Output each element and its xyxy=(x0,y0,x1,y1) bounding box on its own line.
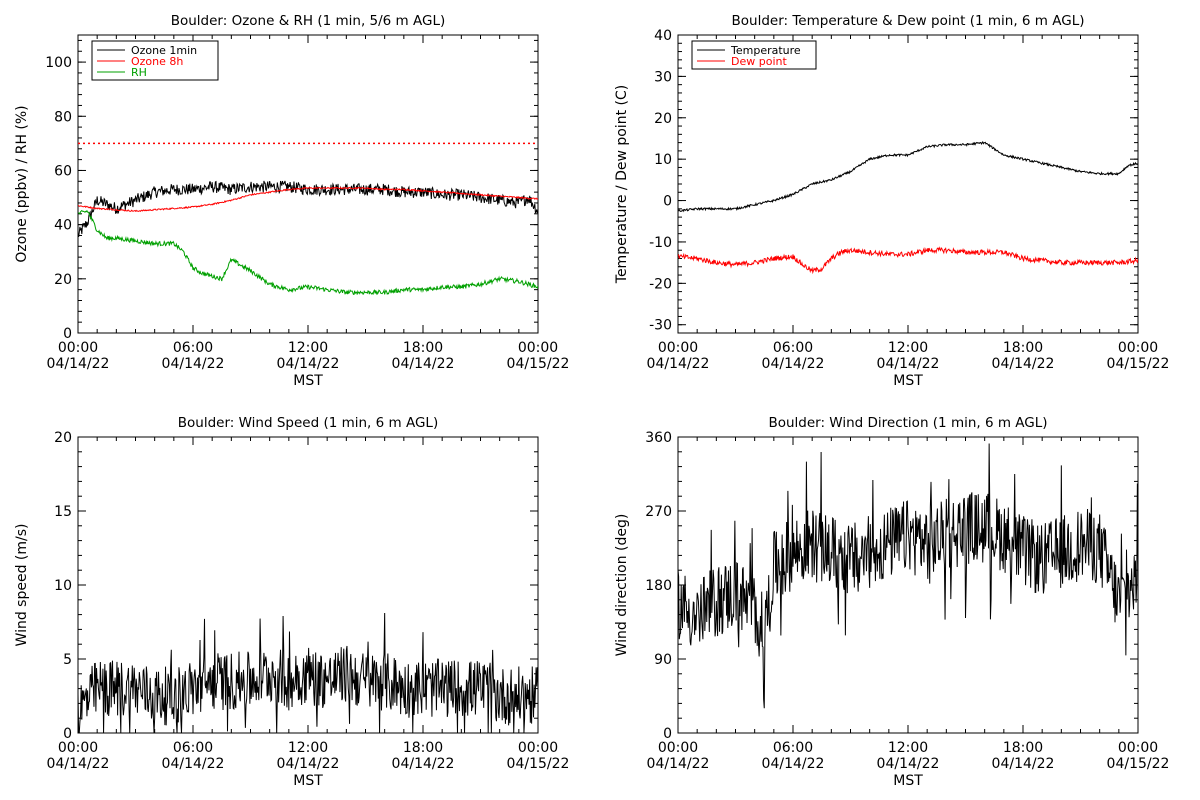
x-tick-date-label: 04/14/22 xyxy=(162,756,225,772)
series-line-ozone-8h xyxy=(78,186,538,213)
chart-panel-4: Boulder: Wind Direction (1 min, 6 m AGL)… xyxy=(614,415,1169,789)
y-tick-label: 0 xyxy=(63,326,72,342)
y-tick-label: -30 xyxy=(649,318,672,334)
legend-box xyxy=(691,40,817,70)
y-axis-label: Wind direction (deg) xyxy=(614,514,630,657)
y-tick-label: -20 xyxy=(649,276,672,292)
x-tick-time-label: 06:00 xyxy=(773,340,813,356)
y-tick-label: 5 xyxy=(63,652,72,668)
x-axis-label: MST xyxy=(293,373,323,389)
legend-label: Temperature xyxy=(730,44,801,57)
y-tick-label: 0 xyxy=(63,726,72,742)
x-tick-date-label: 04/14/22 xyxy=(877,756,940,772)
y-axis-label: Temperature / Dew point (C) xyxy=(614,85,630,284)
series-line-dew-point xyxy=(678,246,1138,275)
x-tick-date-label: 04/15/22 xyxy=(507,356,570,372)
series-line-rh xyxy=(78,209,538,296)
chart-panel-3: Boulder: Wind Speed (1 min, 6 m AGL) 0 5 10… xyxy=(14,415,569,789)
y-tick-label: 100 xyxy=(45,55,72,71)
x-tick-time-label: 06:00 xyxy=(773,740,813,756)
x-tick-date-label: 04/14/22 xyxy=(647,756,710,772)
x-tick-time-label: 06:00 xyxy=(173,740,213,756)
x-tick-date-label: 04/14/22 xyxy=(47,756,110,772)
x-tick-time-label: 18:00 xyxy=(403,340,443,356)
series-line-ozone-1min xyxy=(78,180,538,237)
x-tick-time-label: 12:00 xyxy=(888,340,928,356)
x-tick-time-label: 18:00 xyxy=(1003,340,1043,356)
x-tick-date-label: 04/14/22 xyxy=(392,356,455,372)
y-tick-label: 360 xyxy=(645,430,672,446)
x-tick-time-label: 00:00 xyxy=(58,740,98,756)
y-tick-label: 30 xyxy=(654,69,672,85)
x-tick-time-label: 00:00 xyxy=(1118,340,1158,356)
x-tick-date-label: 04/14/22 xyxy=(762,356,825,372)
x-tick-date-label: 04/14/22 xyxy=(992,356,1055,372)
y-tick-label: 20 xyxy=(654,111,672,127)
x-tick-time-label: 12:00 xyxy=(288,340,328,356)
y-tick-label: 10 xyxy=(54,578,72,594)
x-tick-time-label: 12:00 xyxy=(288,740,328,756)
x-tick-date-label: 04/15/22 xyxy=(1107,356,1170,372)
x-tick-time-label: 00:00 xyxy=(1118,740,1158,756)
x-tick-date-label: 04/14/22 xyxy=(647,356,710,372)
x-tick-date-label: 04/14/22 xyxy=(992,756,1055,772)
x-tick-date-label: 04/15/22 xyxy=(507,756,570,772)
y-tick-label: 40 xyxy=(54,218,72,234)
x-tick-time-label: 06:00 xyxy=(173,340,213,356)
plot-frame xyxy=(677,34,1139,334)
x-tick-date-label: 04/14/22 xyxy=(47,356,110,372)
x-tick-date-label: 04/15/22 xyxy=(1107,756,1170,772)
y-tick-label: 0 xyxy=(663,726,672,742)
x-axis-label: MST xyxy=(293,773,323,789)
y-axis-label: Ozone (ppbv) / RH (%) xyxy=(14,105,30,262)
plot-frame xyxy=(677,436,1139,734)
legend-label: Ozone 1min xyxy=(131,44,197,57)
x-tick-date-label: 04/14/22 xyxy=(162,356,225,372)
x-tick-time-label: 00:00 xyxy=(658,340,698,356)
chart-panel-1: Boulder: Ozone & RH (1 min, 5/6 m AGL) 0 2… xyxy=(14,13,569,389)
legend-label: RH xyxy=(131,66,147,79)
y-axis-label: Wind speed (m/s) xyxy=(14,524,30,647)
x-tick-date-label: 04/14/22 xyxy=(877,356,940,372)
x-tick-time-label: 00:00 xyxy=(658,740,698,756)
x-tick-date-label: 04/14/22 xyxy=(762,756,825,772)
x-tick-time-label: 18:00 xyxy=(403,740,443,756)
legend-label: Ozone 8h xyxy=(131,55,183,68)
series-line xyxy=(78,613,538,733)
x-axis-label: MST xyxy=(893,373,923,389)
y-tick-label: 60 xyxy=(54,163,72,179)
y-tick-label: 40 xyxy=(654,28,672,44)
series-line xyxy=(678,443,1138,709)
x-tick-time-label: 12:00 xyxy=(888,740,928,756)
x-tick-time-label: 00:00 xyxy=(518,340,558,356)
chart-title: Boulder: Ozone & RH (1 min, 5/6 m AGL) xyxy=(171,13,446,29)
chart-panel-2: Boulder: Temperature & Dew point (1 min,… xyxy=(614,13,1169,389)
y-tick-label: 0 xyxy=(663,194,672,210)
x-tick-time-label: 00:00 xyxy=(58,340,98,356)
y-tick-label: 20 xyxy=(54,430,72,446)
x-tick-date-label: 04/14/22 xyxy=(277,756,340,772)
x-tick-date-label: 04/14/22 xyxy=(277,356,340,372)
x-tick-time-label: 00:00 xyxy=(518,740,558,756)
x-axis-label: MST xyxy=(893,773,923,789)
y-tick-label: -10 xyxy=(649,235,672,251)
series-line-temperature xyxy=(678,140,1138,213)
x-tick-time-label: 18:00 xyxy=(1003,740,1043,756)
y-tick-label: 15 xyxy=(54,504,72,520)
legend-label: Dew point xyxy=(731,55,787,68)
y-tick-label: 10 xyxy=(654,152,672,168)
x-tick-date-label: 04/14/22 xyxy=(392,756,455,772)
y-tick-label: 90 xyxy=(654,652,672,668)
y-tick-label: 270 xyxy=(645,504,672,520)
chart-title: Boulder: Wind Speed (1 min, 6 m AGL) xyxy=(178,415,438,431)
chart-title: Boulder: Temperature & Dew point (1 min,… xyxy=(732,13,1085,29)
chart-title: Boulder: Wind Direction (1 min, 6 m AGL) xyxy=(768,415,1047,431)
y-tick-label: 180 xyxy=(645,578,672,594)
y-tick-label: 20 xyxy=(54,272,72,288)
y-tick-label: 80 xyxy=(54,109,72,125)
